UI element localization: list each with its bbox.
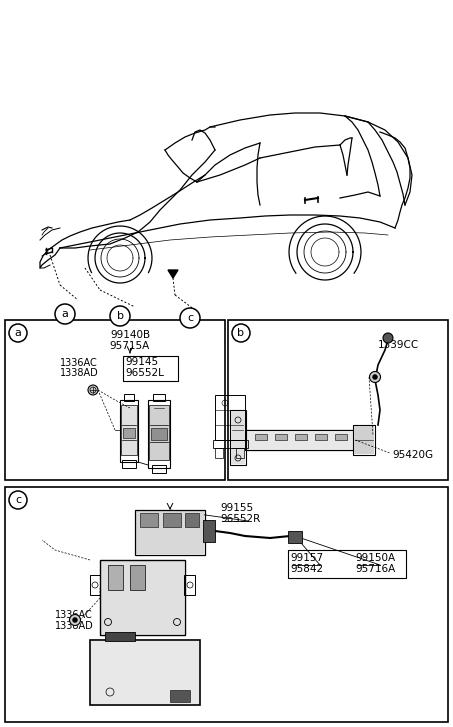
Bar	[185, 513, 199, 527]
Bar	[170, 690, 190, 702]
Bar	[130, 565, 145, 590]
Bar	[275, 434, 287, 440]
Bar	[213, 440, 248, 448]
Bar	[353, 425, 375, 455]
Circle shape	[9, 324, 27, 342]
Text: 95842: 95842	[290, 564, 323, 574]
Text: 96552R: 96552R	[220, 514, 260, 524]
Bar	[215, 395, 245, 440]
Bar	[140, 513, 158, 527]
Bar	[354, 426, 374, 454]
Text: 95716A: 95716A	[355, 564, 395, 574]
Bar	[335, 434, 347, 440]
Bar	[122, 460, 136, 468]
Bar	[228, 320, 448, 480]
Bar	[108, 565, 123, 590]
Text: c: c	[15, 495, 21, 505]
Bar	[100, 560, 185, 635]
Text: 1336AC: 1336AC	[60, 358, 98, 368]
Bar	[101, 561, 184, 634]
Bar	[255, 434, 267, 440]
Bar	[90, 575, 101, 595]
Text: 1336AC: 1336AC	[55, 610, 93, 620]
Text: 99155: 99155	[220, 503, 253, 513]
Bar	[91, 641, 199, 704]
Circle shape	[110, 306, 130, 326]
Bar	[203, 520, 215, 542]
Bar	[236, 448, 244, 458]
Text: 1339CC: 1339CC	[378, 340, 419, 350]
Bar	[136, 511, 204, 554]
Text: 95420G: 95420G	[392, 450, 433, 460]
Circle shape	[72, 617, 77, 622]
Circle shape	[9, 491, 27, 509]
Circle shape	[232, 324, 250, 342]
Text: c: c	[187, 313, 193, 323]
Bar	[120, 400, 138, 462]
Bar	[152, 465, 166, 473]
Circle shape	[372, 374, 377, 379]
Bar	[184, 575, 195, 595]
Text: 1338AD: 1338AD	[55, 621, 94, 631]
Circle shape	[370, 371, 381, 382]
Bar	[288, 531, 302, 543]
Bar	[124, 394, 134, 401]
Bar	[163, 513, 181, 527]
Bar	[153, 394, 165, 401]
Bar	[149, 405, 169, 460]
Bar	[151, 428, 167, 440]
Bar	[215, 448, 223, 458]
Bar	[231, 411, 245, 464]
Circle shape	[180, 308, 200, 328]
Text: 99140B: 99140B	[110, 330, 150, 340]
Bar	[5, 487, 448, 722]
Text: a: a	[14, 328, 21, 338]
Bar	[245, 430, 355, 450]
Circle shape	[55, 304, 75, 324]
Bar	[135, 510, 205, 555]
Circle shape	[69, 614, 81, 625]
Text: b: b	[116, 311, 124, 321]
Circle shape	[88, 385, 98, 395]
Text: 99157: 99157	[290, 553, 323, 563]
Circle shape	[383, 333, 393, 343]
Bar	[246, 431, 354, 449]
Bar	[123, 428, 135, 438]
Text: 99145: 99145	[125, 357, 158, 367]
Bar	[5, 320, 225, 480]
Bar	[315, 434, 327, 440]
Bar	[123, 356, 178, 381]
Bar	[121, 405, 137, 455]
Text: 95715A: 95715A	[110, 341, 150, 351]
Text: 1338AD: 1338AD	[60, 368, 99, 378]
Text: a: a	[62, 309, 68, 319]
Text: 99150A: 99150A	[355, 553, 395, 563]
Bar	[230, 410, 246, 465]
Bar	[90, 640, 200, 705]
Bar	[295, 434, 307, 440]
Bar	[105, 632, 135, 641]
Bar	[148, 400, 170, 468]
Bar	[288, 550, 406, 578]
Polygon shape	[168, 270, 178, 278]
Text: 96552L: 96552L	[125, 368, 164, 378]
Text: b: b	[237, 328, 245, 338]
